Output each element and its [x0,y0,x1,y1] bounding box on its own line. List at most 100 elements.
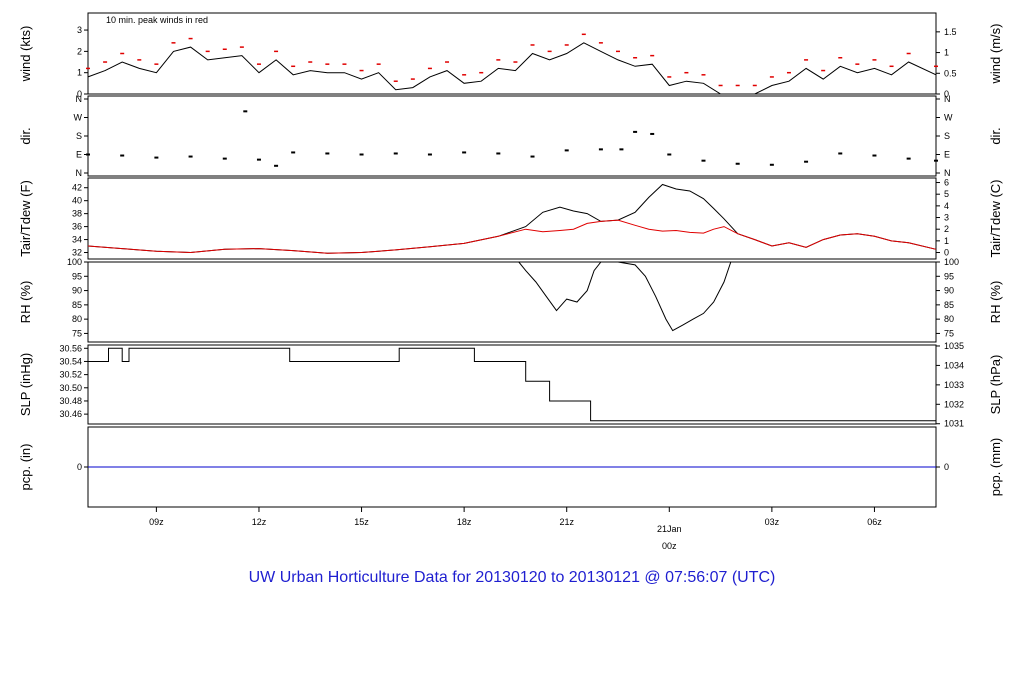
direction-point [872,154,877,157]
y-label-left: wind (kts) [18,26,33,83]
date-label: 21Jan [657,524,682,534]
y-label-right: pcp. (mm) [988,438,1003,497]
y-tick-label-right: 1 [944,48,949,58]
series-line-pressure [88,347,936,422]
y-tick-label-right: W [944,113,953,123]
y-tick-label-left: S [76,131,82,141]
x-tick-label: 09z [149,517,164,527]
direction-point [934,159,938,162]
direction-point [530,155,535,158]
series-line-wind [87,42,937,95]
series-line-tair [87,183,937,254]
y-tick-label-left: N [76,94,83,104]
direction-point [496,152,501,155]
direction-point [393,152,398,155]
direction-point [769,163,774,166]
y-tick-label-left: 30.50 [59,383,82,393]
direction-point [188,155,193,158]
direction-point [325,152,330,155]
y-tick-label-right: 1032 [944,399,964,409]
y-label-left: RH (%) [18,281,33,324]
panel-frame [87,12,937,95]
y-label-right: Tair/Tdew (C) [988,179,1003,257]
y-tick-label-right: 1 [944,236,949,246]
peak-wind-note: 10 min. peak winds in red [106,15,208,25]
y-tick-label-left: 80 [72,314,82,324]
y-tick-label-right: 0 [944,462,949,472]
panel-temperature: Tair/Tdew (F) Tair/Tdew (C)32343638404201… [18,177,1003,260]
y-tick-label-right: 6 [944,178,949,188]
y-label-left: dir. [18,127,33,144]
y-tick-label-left: 100 [67,257,82,267]
y-tick-label-right: 1035 [944,341,964,351]
y-label-left: SLP (inHg) [18,353,33,416]
direction-point [154,156,159,159]
y-label-right: SLP (hPa) [988,355,1003,415]
y-tick-label-left: W [74,113,83,123]
direction-point [633,130,638,133]
y-tick-label-right: 2 [944,224,949,234]
y-label-right: dir. [988,127,1003,144]
direction-point [256,158,261,161]
y-tick-label-right: 0 [944,248,949,258]
x-tick-label: 18z [457,517,472,527]
direction-point [359,153,364,156]
y-label-left: pcp. (in) [18,444,33,491]
y-tick-label-right: 1031 [944,419,964,429]
y-tick-label-left: 1 [77,68,82,78]
direction-point [427,153,432,156]
y-tick-label-left: 0 [77,89,82,99]
panel-frame [87,261,937,343]
y-tick-label-left: 30.48 [59,396,82,406]
y-tick-label-left: 30.46 [59,409,82,419]
y-tick-label-right: 1.5 [944,27,957,37]
y-tick-label-right: N [944,168,951,178]
panel-precip: pcp. (in) pcp. (mm) 0 0 [18,426,1003,508]
y-tick-label-right: 90 [944,286,954,296]
y-tick-label-left: 34 [72,235,82,245]
direction-point [598,148,603,151]
panel-frame [87,344,937,425]
x-tick-label: 12z [252,517,267,527]
y-tick-label-right: 85 [944,300,954,310]
y-tick-label-left: 30.56 [59,343,82,353]
x-axis: 09z 12z 15z 18z 21z 03z 06z 21Jan 00z [149,507,882,551]
direction-point [906,157,911,160]
y-tick-label-left: 36 [72,222,82,232]
y-tick-label-right: 100 [944,257,959,267]
y-tick-label-left: 38 [72,209,82,219]
direction-point [735,162,740,165]
direction-point [804,160,809,163]
y-tick-label-right: N [944,94,951,104]
direction-point [462,151,467,154]
x-tick-label: 03z [765,517,780,527]
x-tick-label: 21z [559,517,574,527]
series-line-tdew [87,219,937,254]
y-tick-label-right: 95 [944,271,954,281]
panel-frame [87,95,937,177]
panel-pressure: SLP (inHg) SLP (hPa) 30.46 30.48 30.50 30.52 3… [18,341,1003,429]
direction-point [86,153,90,156]
y-tick-label-left: N [76,168,83,178]
panel-frame [87,177,937,260]
y-tick-label-left: 95 [72,271,82,281]
panel-humidity: RH (%) RH (%) 75 80 85 90 95 100 75 80 85 90 95 100 [18,257,1003,343]
y-tick-label-right: 80 [944,314,954,324]
y-tick-label-left: 75 [72,328,82,338]
y-tick-label-left: 30.54 [59,356,82,366]
y-tick-label-left: 30.52 [59,370,82,380]
y-label-right: wind (m/s) [988,24,1003,85]
x-tick-label: 15z [354,517,369,527]
y-tick-label-right: 4 [944,201,949,211]
y-tick-label-right: 1034 [944,360,964,370]
y-tick-label-left: E [76,150,82,160]
direction-point [619,148,624,151]
direction-point [243,110,248,113]
x-tick-label: 06z [867,517,882,527]
y-tick-label-left: 42 [72,183,82,193]
y-tick-label-left: 3 [77,25,82,35]
y-tick-label-right: E [944,150,950,160]
direction-point [274,164,279,167]
